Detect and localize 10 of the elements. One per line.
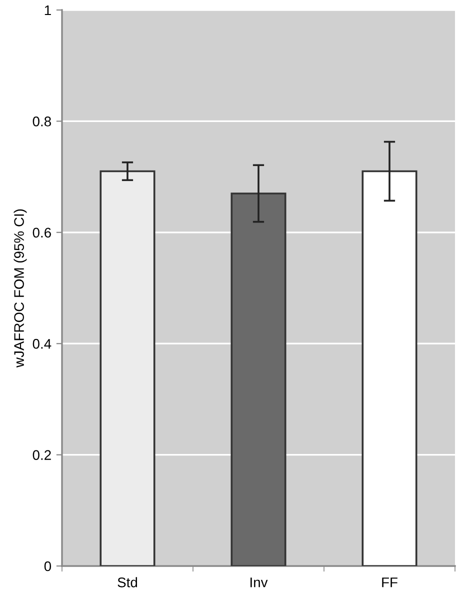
y-tick-label: 0.2 xyxy=(32,450,51,460)
y-tick-label: 0.8 xyxy=(32,116,51,126)
y-tick-label: 0.6 xyxy=(32,228,51,238)
y-axis-title: wJAFROC FOM (95% CI) xyxy=(14,209,27,368)
y-tick-label: 1 xyxy=(44,5,51,16)
x-tick-label: FF xyxy=(382,578,398,588)
x-tick-label: Inv xyxy=(250,578,268,588)
y-tick-label: 0 xyxy=(44,561,52,572)
y-tick-label: 0.4 xyxy=(32,338,52,349)
x-tick-label: Std xyxy=(118,577,138,588)
